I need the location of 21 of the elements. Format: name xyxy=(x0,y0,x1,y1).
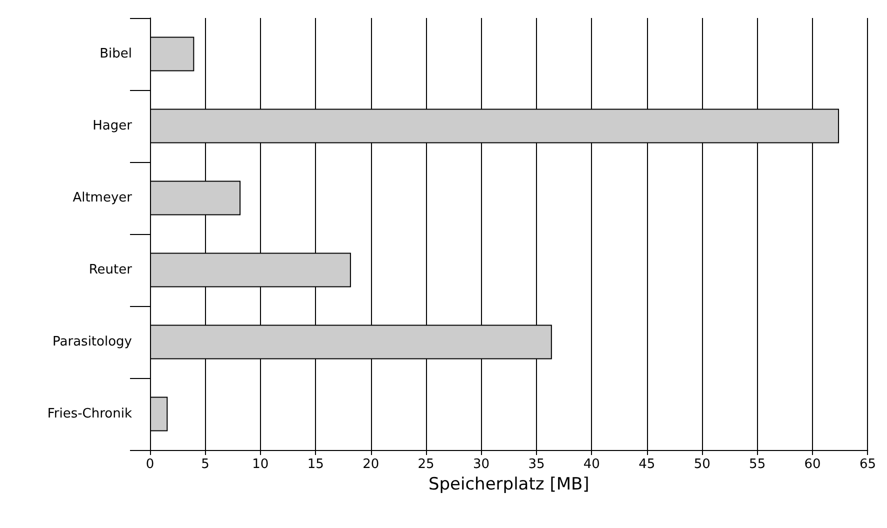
x-tick-label: 15 xyxy=(307,457,324,472)
x-tick-label: 35 xyxy=(528,457,545,472)
y-tick-label: Parasitology xyxy=(52,334,132,350)
x-tick-label: 50 xyxy=(694,457,710,472)
x-tick-label: 40 xyxy=(583,457,600,472)
x-axis-title: Speicherplatz [MB] xyxy=(428,474,590,494)
y-tick-label: Hager xyxy=(92,118,133,134)
x-tick-label: 30 xyxy=(472,457,490,472)
x-tick-label: 60 xyxy=(804,457,821,472)
x-tick-label: 45 xyxy=(638,457,656,472)
y-tick-label: Altmeyer xyxy=(72,190,133,206)
x-tick-label: 65 xyxy=(859,457,876,472)
x-tick-label: 20 xyxy=(362,457,380,472)
y-tick-label: Fries-Chronik xyxy=(47,406,132,422)
y-tick-label: Reuter xyxy=(88,262,133,278)
x-tick-label: 5 xyxy=(201,457,210,472)
y-tick-label: Bibel xyxy=(100,46,132,62)
x-tick-label: 25 xyxy=(418,457,434,472)
x-tick-label: 0 xyxy=(146,457,154,472)
x-tick-label: 10 xyxy=(252,457,269,472)
x-tick-label: 55 xyxy=(749,457,766,472)
